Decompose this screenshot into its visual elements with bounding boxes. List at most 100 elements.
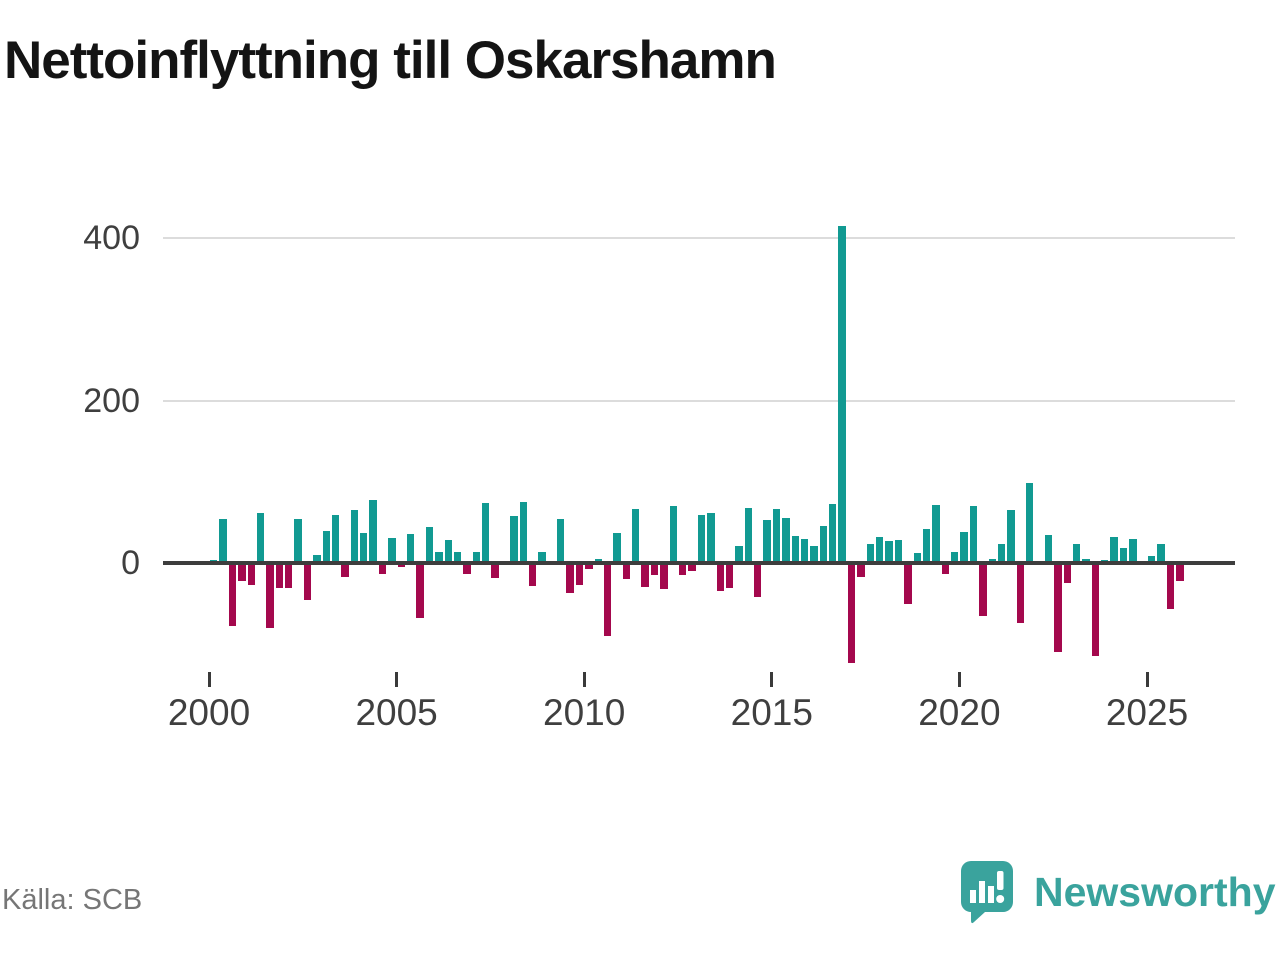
bar-2004Q1 <box>360 532 368 563</box>
bar-2015Q1 <box>772 509 781 563</box>
x-axis-zero-line <box>163 561 1235 565</box>
bar-2006Q1 <box>435 551 443 563</box>
bar-2009Q3 <box>566 563 574 594</box>
y-tick-label-0: 0 <box>121 544 140 582</box>
bar-2013Q3 <box>716 563 724 591</box>
bar-2004Q4 <box>388 537 396 563</box>
bar-2001Q1 <box>247 563 255 585</box>
bar-2013Q4 <box>725 563 734 589</box>
bar-2005Q3 <box>416 563 424 619</box>
bar-2012Q2 <box>669 506 677 563</box>
gridline-200 <box>163 399 1235 402</box>
bar-2009Q4 <box>575 563 584 585</box>
bar-2015Q4 <box>800 538 809 563</box>
y-tick-label-200: 200 <box>83 381 140 420</box>
bar-2022Q2 <box>1044 534 1053 563</box>
bar-2014Q3 <box>754 563 762 598</box>
bar-2010Q1 <box>585 563 593 569</box>
bar-2002Q4 <box>313 554 321 563</box>
bar-2022Q3 <box>1054 563 1062 653</box>
bar-2024Q3 <box>1129 539 1137 563</box>
bar-2006Q4 <box>463 563 471 575</box>
bar-2021Q1 <box>997 544 1006 563</box>
bar-2007Q3 <box>491 563 499 579</box>
bar-2012Q3 <box>679 563 687 576</box>
bar-2017Q1 <box>847 563 856 663</box>
bar-2012Q1 <box>660 563 668 589</box>
x-tick-label-2010: 2010 <box>543 692 626 733</box>
bar-2018Q4 <box>913 553 921 563</box>
bar-2007Q2 <box>482 502 490 563</box>
newsworthy-bubble-chart-icon <box>961 861 1013 924</box>
bar-2010Q4 <box>613 532 621 563</box>
bar-2014Q2 <box>744 507 753 563</box>
gridline-400 <box>163 237 1235 239</box>
bar-2021Q2 <box>1007 510 1015 563</box>
bar-2008Q1 <box>510 515 518 563</box>
bar-2007Q1 <box>472 551 481 563</box>
bar-2016Q1 <box>810 545 818 563</box>
bar-2001Q3 <box>266 563 274 628</box>
bar-2025Q1 <box>1148 555 1156 563</box>
x-tick-2025 <box>1145 672 1149 687</box>
bar-2008Q3 <box>528 563 537 586</box>
bar-2011Q1 <box>622 563 631 580</box>
bar-2024Q1 <box>1110 537 1118 563</box>
bar-2000Q2 <box>219 519 227 563</box>
bar-2012Q4 <box>688 563 696 572</box>
y-tick-label-400: 400 <box>83 219 140 257</box>
source-caption: Källa: SCB <box>2 884 143 916</box>
bar-2002Q2 <box>294 519 302 563</box>
bar-2017Q2 <box>857 563 865 577</box>
bar-2011Q3 <box>641 563 649 587</box>
x-tick-2015 <box>770 672 774 687</box>
x-tick-label-2005: 2005 <box>355 692 438 733</box>
bar-2014Q4 <box>763 519 771 563</box>
bar-2002Q3 <box>303 563 312 601</box>
bar-2019Q1 <box>922 528 931 563</box>
newsworthy-logo: Newsworthy <box>960 860 1276 924</box>
bar-2016Q4 <box>838 225 846 563</box>
bar-2003Q4 <box>350 510 359 563</box>
bar-2003Q3 <box>341 563 349 577</box>
x-tick-label-2025: 2025 <box>1105 692 1189 733</box>
bar-2020Q2 <box>969 506 978 563</box>
newsworthy-wordmark: Newsworthy <box>1034 868 1276 915</box>
bar-2021Q4 <box>1026 483 1034 563</box>
bar-2022Q4 <box>1063 563 1071 584</box>
bar-2025Q4 <box>1176 563 1184 581</box>
bar-2017Q3 <box>866 543 874 563</box>
x-tick-label-2000: 2000 <box>167 692 251 733</box>
bar-2018Q3 <box>904 563 912 605</box>
bar-2016Q3 <box>829 503 837 563</box>
bar-2020Q3 <box>979 563 987 616</box>
bar-2025Q2 <box>1157 543 1165 563</box>
bar-2003Q1 <box>322 530 330 563</box>
bar-2020Q1 <box>960 532 968 563</box>
bar-2001Q4 <box>275 563 284 589</box>
bar-2000Q3 <box>228 563 237 626</box>
bar-2020Q4 <box>988 558 996 563</box>
bar-2017Q4 <box>875 537 884 563</box>
bar-2006Q3 <box>453 551 462 563</box>
bar-2005Q4 <box>425 527 434 563</box>
x-tick-2000 <box>207 672 211 687</box>
bar-2018Q1 <box>885 541 893 563</box>
chart-title: Nettoinflyttning till Oskarshamn <box>4 31 777 90</box>
bar-2023Q2 <box>1082 558 1090 563</box>
bar-2019Q3 <box>941 563 950 574</box>
x-tick-2020 <box>957 672 961 687</box>
bar-2010Q3 <box>603 563 612 637</box>
bar-2023Q3 <box>1091 563 1100 657</box>
bar-2023Q1 <box>1072 543 1081 563</box>
bar-2005Q1 <box>397 563 405 568</box>
bar-2018Q2 <box>894 540 903 563</box>
bar-2013Q2 <box>707 512 715 563</box>
x-tick-label-2015: 2015 <box>730 692 813 733</box>
bar-2014Q1 <box>735 545 743 563</box>
x-tick-2005 <box>395 672 399 687</box>
bar-2004Q2 <box>369 499 377 563</box>
bar-2015Q2 <box>782 518 790 563</box>
